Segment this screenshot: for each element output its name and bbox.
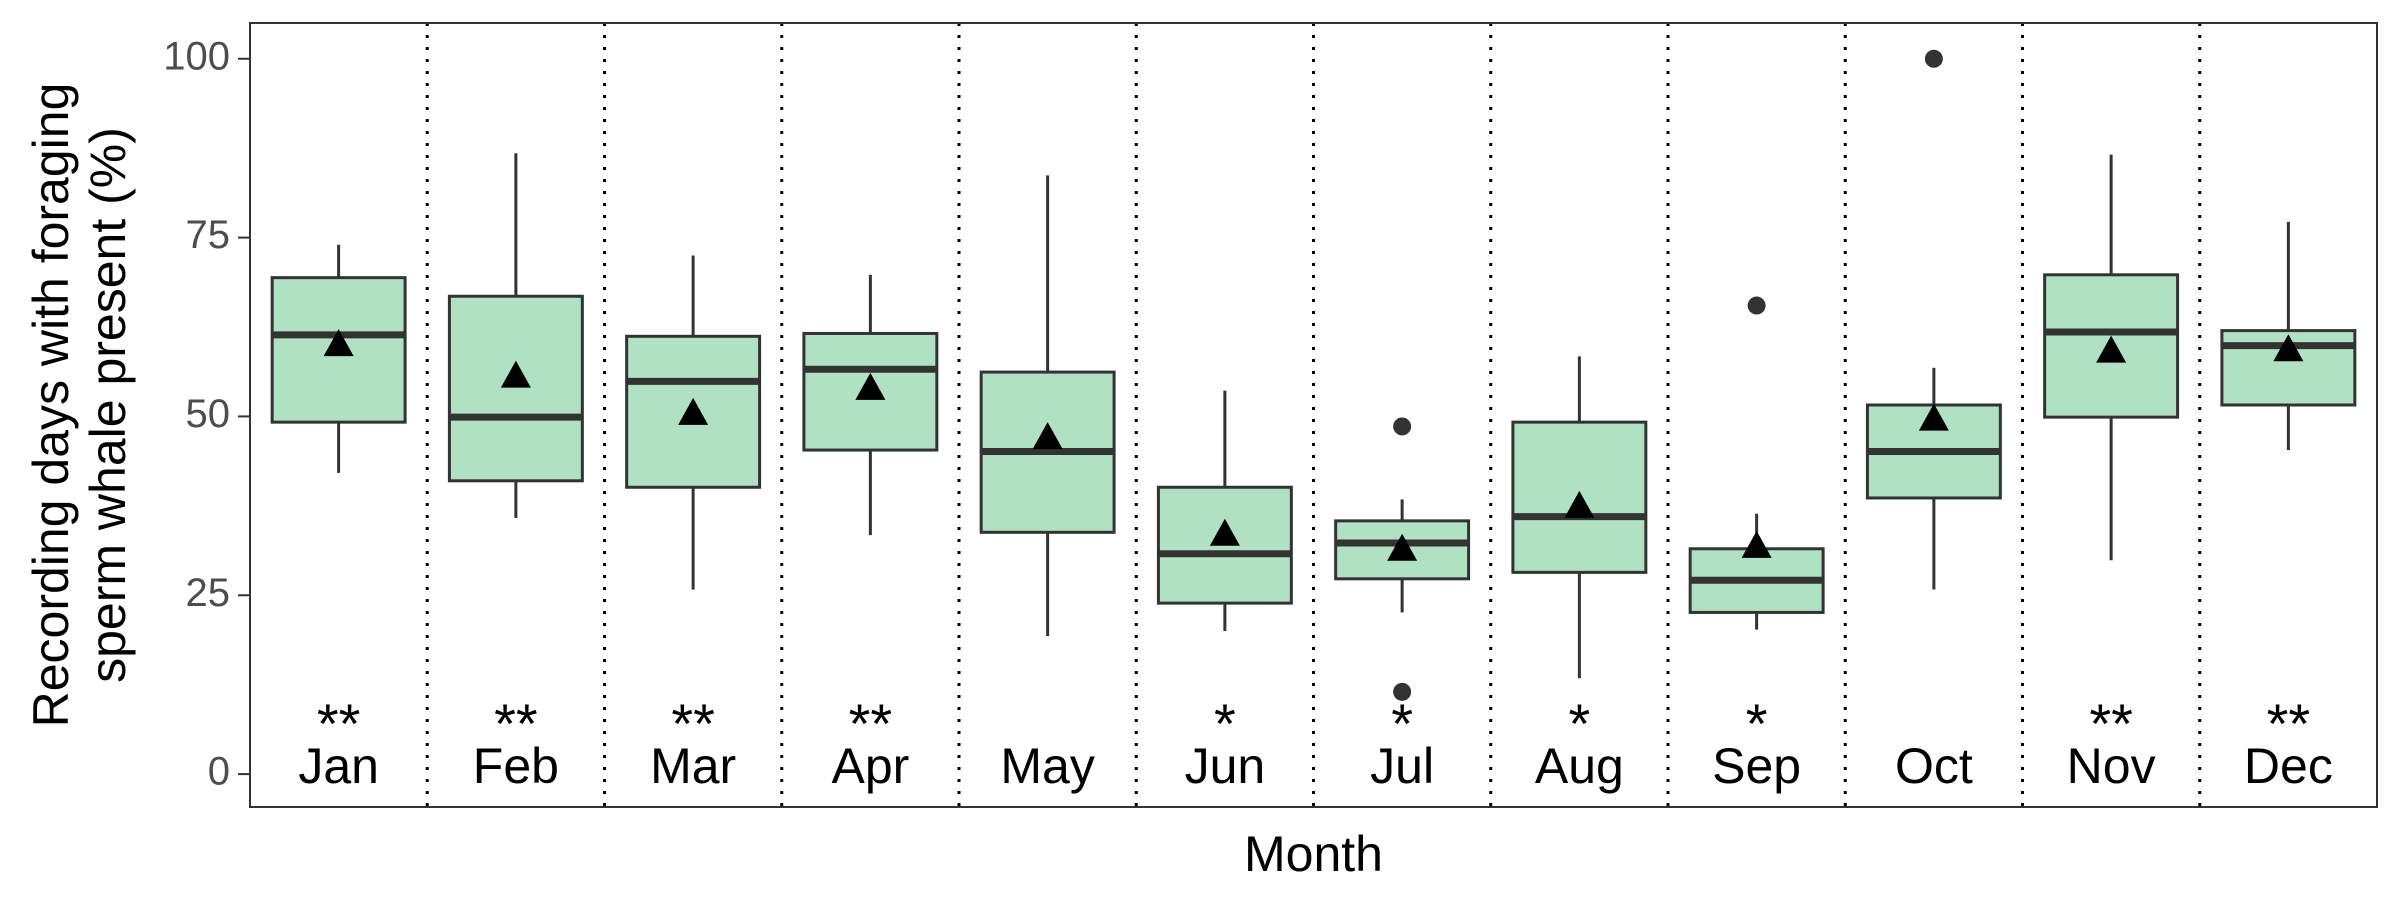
mean bbox=[2273, 334, 2304, 362]
significance-label: ** bbox=[2267, 692, 2311, 755]
x-tick-label: Oct bbox=[1895, 738, 1973, 794]
significance-label: * bbox=[1391, 692, 1413, 755]
significance-label: * bbox=[1746, 692, 1768, 755]
panel-border bbox=[249, 22, 2378, 808]
mean bbox=[855, 372, 886, 400]
x-tick-label: Aug bbox=[1535, 738, 1624, 794]
significance-label: * bbox=[1214, 692, 1236, 755]
mean bbox=[1209, 518, 1240, 546]
mean bbox=[1032, 422, 1063, 450]
outlier bbox=[1924, 49, 1943, 68]
x-tick-label: May bbox=[1000, 738, 1094, 794]
significance-label: * bbox=[1568, 692, 1590, 755]
x-tick-label: Mar bbox=[650, 738, 736, 794]
x-tick-label: Dec bbox=[2244, 738, 2333, 794]
mean bbox=[500, 360, 531, 388]
x-tick-label: Jan bbox=[298, 738, 379, 794]
mean bbox=[323, 329, 354, 357]
mean bbox=[1564, 490, 1595, 518]
x-tick-label: Apr bbox=[831, 738, 909, 794]
outlier bbox=[1393, 682, 1412, 701]
y-axis-title: Recording days with foraging bbox=[23, 83, 79, 728]
outlier bbox=[1393, 417, 1412, 436]
mean bbox=[1741, 530, 1772, 558]
box bbox=[447, 294, 584, 483]
mean bbox=[2096, 335, 2127, 363]
y-tick-label: 100 bbox=[163, 34, 230, 78]
y-axis-title: sperm whale present (%) bbox=[80, 127, 136, 683]
y-tick-label: 75 bbox=[186, 213, 231, 257]
mean bbox=[1387, 533, 1418, 561]
mean bbox=[678, 397, 709, 425]
x-tick-label: Jun bbox=[1185, 738, 1266, 794]
x-axis-title: Month bbox=[1244, 826, 1383, 882]
x-tick-label: Jul bbox=[1370, 738, 1434, 794]
significance-label: ** bbox=[671, 692, 715, 755]
mean bbox=[1918, 403, 1949, 431]
x-tick-label: Feb bbox=[473, 738, 559, 794]
significance-label: ** bbox=[317, 692, 361, 755]
y-tick-label: 0 bbox=[208, 750, 230, 794]
significance-label: ** bbox=[2089, 692, 2133, 755]
x-tick-label: Nov bbox=[2067, 738, 2156, 794]
significance-label: ** bbox=[849, 692, 893, 755]
box bbox=[1156, 485, 1293, 605]
significance-label: ** bbox=[494, 692, 538, 755]
y-tick-label: 25 bbox=[186, 571, 231, 615]
y-tick-label: 50 bbox=[186, 392, 231, 436]
x-tick-label: Sep bbox=[1712, 738, 1801, 794]
outlier bbox=[1747, 296, 1766, 315]
